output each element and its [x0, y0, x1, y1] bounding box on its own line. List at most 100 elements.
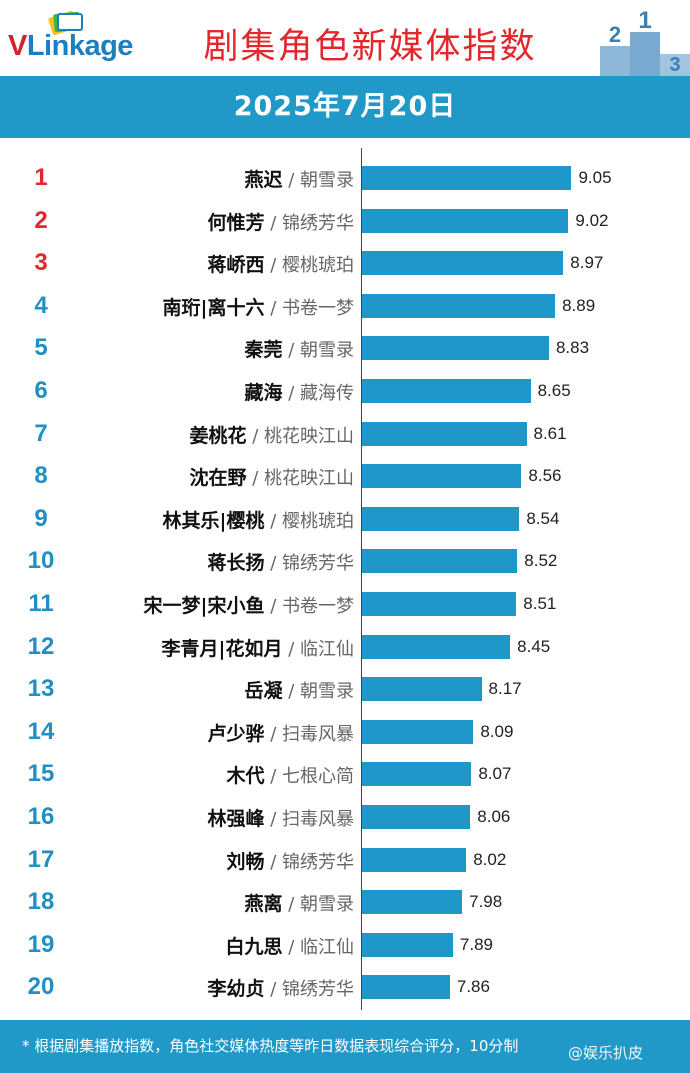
value-bar — [362, 847, 467, 872]
value-bar — [362, 592, 517, 616]
character-name: 藏海 — [244, 382, 283, 404]
row-label: 宋一梦|宋小鱼 / 书卷一梦 — [80, 591, 354, 618]
logo-cards-icon — [48, 10, 83, 36]
value-bar — [362, 293, 556, 318]
separator: / — [282, 383, 300, 404]
value-label: 8.51 — [523, 594, 557, 613]
rank-number: 11 — [28, 590, 54, 617]
row-label: 姜桃花 / 桃花映江山 — [80, 421, 354, 448]
separator: / — [264, 510, 282, 532]
row-label: 林其乐|樱桃 / 樱桃琥珀 — [80, 506, 354, 533]
row-label: 卢少骅 / 扫毒风暴 — [80, 719, 354, 746]
value-bar — [362, 762, 472, 787]
podium-digit-1: 1 — [638, 8, 651, 34]
character-name: 林强峰 — [207, 808, 265, 830]
value-label: 8.54 — [526, 508, 560, 528]
rank-number: 2 — [34, 206, 48, 234]
value-bar — [362, 719, 474, 744]
row-label: 蒋长扬 / 锦绣芳华 — [80, 548, 354, 575]
separator: / — [264, 297, 282, 319]
rank-number: 5 — [34, 334, 48, 362]
value-bar — [362, 251, 564, 276]
value-label: 8.97 — [570, 253, 604, 273]
value-label: 8.52 — [524, 551, 558, 571]
character-name: 卢少骅 — [207, 722, 265, 745]
rank-number: 4 — [34, 291, 48, 319]
character-name: 燕离 — [244, 893, 283, 916]
value-bar — [362, 975, 450, 1000]
rank-number: 7 — [34, 419, 48, 447]
separator: / — [264, 553, 282, 575]
rank-number: 14 — [27, 717, 55, 745]
drama-title: 桃花映江山 — [264, 468, 354, 490]
value-bar — [362, 379, 531, 403]
value-label: 7.98 — [469, 892, 503, 912]
separator: / — [264, 723, 282, 745]
drama-title: 七根心简 — [282, 766, 354, 788]
separator: / — [264, 255, 282, 277]
value-label: 8.17 — [488, 679, 522, 699]
separator: / — [282, 638, 300, 660]
rank-number: 8 — [34, 462, 48, 490]
rank-number: 18 — [27, 888, 55, 916]
rank-number: 10 — [27, 547, 55, 575]
value-bar — [362, 464, 522, 489]
separator: / — [282, 894, 300, 916]
drama-title: 朝雪录 — [300, 170, 354, 191]
drama-title: 临江仙 — [300, 638, 354, 660]
value-bar — [362, 549, 518, 574]
rank-number: 15 — [27, 760, 55, 788]
value-bar — [362, 932, 453, 957]
row-label: 李青月|花如月 / 临江仙 — [80, 634, 354, 661]
row-label: 林强峰 / 扫毒风暴 — [80, 804, 354, 831]
character-name: 燕迟 — [244, 169, 283, 191]
character-name: 李幼贞 — [207, 978, 265, 1001]
value-label: 8.89 — [562, 295, 596, 315]
separator: / — [282, 170, 300, 191]
row-label: 木代 / 七根心简 — [80, 761, 354, 788]
logo-text: VLinkage — [8, 30, 133, 62]
header: VLinkage 剧集角色新媒体指数 2 1 3 — [0, 0, 690, 76]
character-name: 蒋长扬 — [207, 552, 265, 575]
value-bar — [362, 336, 549, 361]
row-label: 藏海 / 藏海传 — [80, 378, 354, 405]
drama-title: 樱桃琥珀 — [282, 255, 354, 277]
value-label: 8.61 — [533, 423, 567, 443]
character-name: 李青月|花如月 — [161, 637, 283, 660]
separator: / — [282, 936, 300, 958]
value-label: 7.89 — [459, 934, 494, 954]
drama-title: 朝雪录 — [300, 340, 354, 362]
separator: / — [246, 425, 264, 447]
value-label: 9.05 — [578, 168, 612, 187]
value-label: 8.02 — [473, 849, 507, 869]
rank-number: 13 — [27, 675, 55, 703]
value-label: 8.83 — [555, 338, 590, 358]
separator: / — [264, 596, 282, 617]
drama-title: 临江仙 — [300, 936, 354, 958]
character-name: 姜桃花 — [189, 424, 247, 447]
value-bar — [362, 421, 527, 446]
row-label: 刘畅 / 锦绣芳华 — [80, 847, 354, 874]
drama-title: 锦绣芳华 — [282, 851, 354, 873]
separator: / — [264, 979, 282, 1001]
rank-number: 20 — [27, 973, 55, 1001]
row-label: 南珩|离十六 / 书卷一梦 — [80, 293, 354, 320]
value-label: 8.56 — [528, 466, 562, 486]
character-name: 宋一梦|宋小鱼 — [143, 595, 265, 617]
row-label: 白九思 / 临江仙 — [80, 932, 354, 959]
row-label: 沈在野 / 桃花映江山 — [80, 463, 354, 490]
drama-title: 书卷一梦 — [282, 297, 354, 319]
separator: / — [264, 766, 282, 788]
row-label: 燕迟 / 朝雪录 — [80, 165, 354, 192]
rank-number: 19 — [27, 930, 55, 958]
ranking-chart: 1 燕迟 / 朝雪录 9.05 2 何惟芳 / 锦绣芳华 9.02 3 蒋峤西 / 樱桃琥珀 8… — [0, 138, 690, 1020]
value-bar — [362, 890, 463, 915]
rank-number: 3 — [34, 249, 48, 277]
value-bar — [362, 634, 511, 659]
rank-number: 6 — [34, 377, 48, 404]
value-bar — [362, 805, 471, 829]
character-name: 林其乐|樱桃 — [162, 509, 265, 532]
drama-title: 锦绣芳华 — [282, 553, 354, 575]
separator: / — [264, 809, 282, 830]
drama-title: 锦绣芳华 — [282, 212, 354, 234]
